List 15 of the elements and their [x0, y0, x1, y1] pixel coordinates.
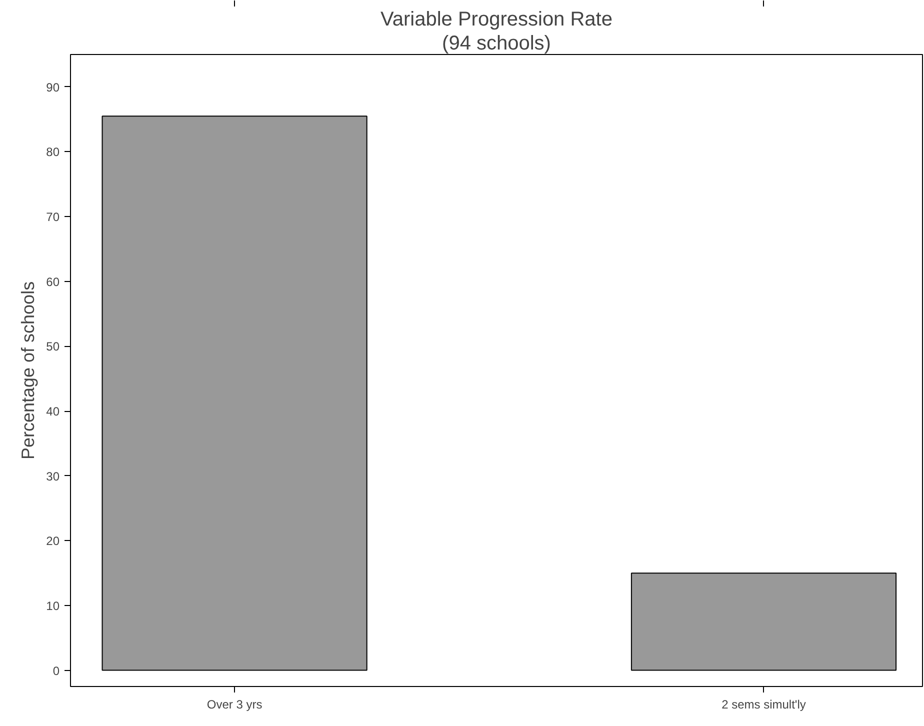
x-tick-label: Over 3 yrs: [206, 698, 262, 712]
y-axis-title: Percentage of schools: [18, 281, 38, 460]
y-tick-label: 70: [46, 210, 60, 224]
y-tick-label: 80: [46, 145, 60, 160]
y-tick-label: 90: [46, 80, 60, 94]
y-tick-label: 10: [46, 598, 60, 613]
chart-title: Variable Progression Rate: [380, 8, 612, 30]
y-tick-label: 0: [52, 664, 60, 678]
y-tick-label: 30: [46, 469, 60, 484]
y-tick-label: 60: [46, 274, 60, 289]
y-tick-label: 20: [46, 534, 60, 548]
x-tick-label: 2 sems simult'ly: [722, 698, 806, 712]
y-tick-label: 50: [46, 340, 60, 354]
y-tick-label: 40: [46, 404, 60, 419]
chart-subtitle: (94 schools): [442, 32, 551, 54]
